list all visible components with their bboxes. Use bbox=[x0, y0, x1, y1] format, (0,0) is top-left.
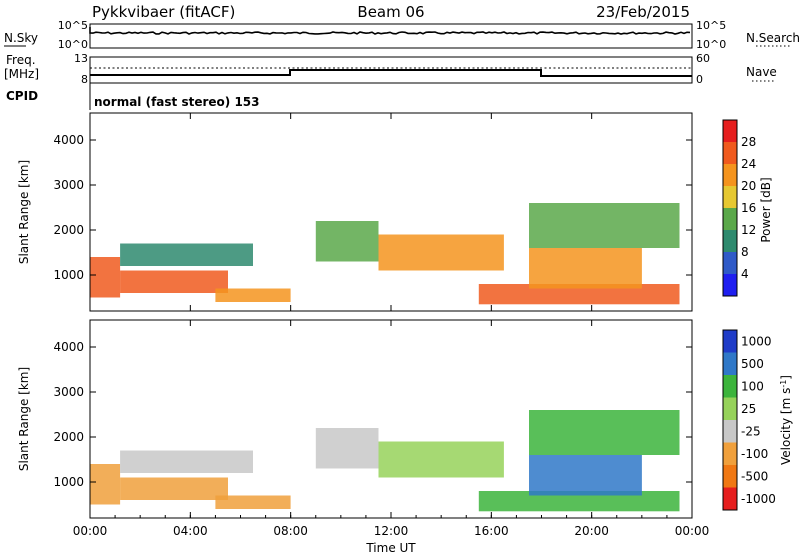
nave-label: Nave bbox=[746, 65, 777, 79]
x-tick-label-1: 04:00 bbox=[173, 524, 208, 538]
freq-label: Freq. bbox=[6, 53, 36, 67]
x-tick-label-2: 08:00 bbox=[273, 524, 308, 538]
velocity-colorbar-tick-0: 1000 bbox=[741, 334, 772, 348]
power-y-label: Slant Range [km] bbox=[17, 160, 31, 264]
velocity-colorbar-label: Velocity [m s-1] bbox=[779, 375, 793, 465]
power-region-1 bbox=[120, 270, 228, 293]
mode-label: normal (fast stereo) 153 bbox=[94, 95, 260, 109]
power-colorbar-tick-5: 24 bbox=[741, 157, 756, 171]
power-colorbar-label: Power [dB] bbox=[759, 177, 773, 242]
velocity-swatch-5 bbox=[723, 442, 737, 465]
velocity-swatch-3 bbox=[723, 397, 737, 420]
x-tick-label-5: 20:00 bbox=[574, 524, 609, 538]
power-swatch-5 bbox=[723, 230, 737, 252]
power-ytick-label-3000: 3000 bbox=[53, 178, 84, 192]
nsearch-label: N.Search bbox=[746, 31, 800, 45]
velocity-region-0 bbox=[90, 464, 121, 505]
velocity-colorbar-tick-1: 500 bbox=[741, 357, 764, 371]
power-colorbar-tick-4: 20 bbox=[741, 179, 756, 193]
velocity-heatmap bbox=[90, 410, 680, 512]
velocity-swatch-1 bbox=[723, 352, 737, 375]
velocity-ytick-label-1000: 1000 bbox=[53, 475, 84, 489]
velocity-region-6 bbox=[478, 491, 680, 512]
power-colorbar-tick-0: 4 bbox=[741, 267, 749, 281]
velocity-colorbar-tick-2: 100 bbox=[741, 379, 764, 393]
power-y-axis: 1000 2000 3000 4000 bbox=[53, 133, 692, 282]
velocity-region-8 bbox=[529, 410, 680, 455]
power-region-0 bbox=[90, 257, 121, 298]
freq-right-tick-low: 0 bbox=[696, 73, 703, 86]
velocity-region-4 bbox=[315, 428, 379, 469]
noise-right-tick-low: 10^0 bbox=[696, 38, 726, 51]
power-ytick-label-2000: 2000 bbox=[53, 223, 84, 237]
velocity-ytick-label-2000: 2000 bbox=[53, 430, 84, 444]
cpid-label: CPID bbox=[6, 89, 38, 103]
velocity-ytick-label-4000: 4000 bbox=[53, 340, 84, 354]
velocity-swatch-6 bbox=[723, 465, 737, 488]
beam-title: Beam 06 bbox=[357, 3, 424, 21]
x-tick-label-4: 16:00 bbox=[474, 524, 509, 538]
velocity-region-3 bbox=[215, 495, 291, 509]
power-colorbar-tick-1: 8 bbox=[741, 245, 749, 259]
x-axis-label: Time UT bbox=[365, 541, 416, 554]
power-region-3 bbox=[215, 288, 291, 302]
velocity-y-label: Slant Range [km] bbox=[17, 367, 31, 471]
frequency-trace bbox=[90, 69, 692, 77]
x-tick-label-6: 00:00 bbox=[675, 524, 710, 538]
velocity-colorbar: 1000 500 100 25 -25 -100 -500 -1000 bbox=[722, 329, 776, 511]
freq-panel bbox=[89, 56, 693, 84]
freq-unit-label: [MHz] bbox=[4, 67, 39, 81]
velocity-swatch-7 bbox=[723, 487, 737, 510]
velocity-region-5 bbox=[378, 441, 504, 478]
nsky-label: N.Sky bbox=[4, 31, 38, 45]
station-title: Pykkvibaer (fitACF) bbox=[92, 3, 235, 21]
velocity-swatch-4 bbox=[723, 420, 737, 443]
time-x-axis: 00:00 04:00 08:00 12:00 16:00 20:00 00:00 bbox=[73, 113, 710, 538]
freq-left-tick-low: 8 bbox=[81, 73, 88, 86]
power-swatch-3 bbox=[723, 186, 737, 208]
date-title: 23/Feb/2015 bbox=[596, 3, 690, 21]
velocity-colorbar-tick-7: -1000 bbox=[741, 492, 776, 506]
noise-sky-trace bbox=[89, 27, 691, 35]
freq-right-tick-high: 60 bbox=[696, 52, 710, 65]
velocity-colorbar-tick-3: 25 bbox=[741, 402, 756, 416]
power-colorbar-tick-6: 28 bbox=[741, 135, 756, 149]
velocity-region-1 bbox=[120, 477, 228, 500]
power-swatch-6 bbox=[723, 252, 737, 274]
velocity-colorbar-tick-4: -25 bbox=[741, 424, 761, 438]
power-region-2 bbox=[120, 243, 253, 266]
power-colorbar: 4 8 12 16 20 24 28 bbox=[722, 119, 756, 297]
power-heatmap bbox=[90, 203, 680, 305]
power-region-7 bbox=[529, 248, 642, 289]
power-colorbar-tick-2: 12 bbox=[741, 223, 756, 237]
velocity-swatch-2 bbox=[723, 375, 737, 398]
noise-right-tick-high: 10^5 bbox=[696, 19, 726, 32]
velocity-colorbar-tick-5: -100 bbox=[741, 447, 768, 461]
noise-panel bbox=[89, 23, 693, 49]
x-tick-label-0: 00:00 bbox=[73, 524, 108, 538]
x-tick-label-3: 12:00 bbox=[374, 524, 409, 538]
power-swatch-1 bbox=[723, 142, 737, 164]
freq-left-tick-high: 13 bbox=[74, 52, 88, 65]
power-region-8 bbox=[529, 203, 680, 248]
velocity-colorbar-tick-6: -500 bbox=[741, 469, 768, 483]
noise-left-tick-low: 10^0 bbox=[58, 38, 88, 51]
velocity-ytick-label-3000: 3000 bbox=[53, 385, 84, 399]
velocity-swatch-0 bbox=[723, 330, 737, 353]
velocity-y-axis: 1000 2000 3000 4000 bbox=[53, 340, 692, 489]
velocity-region-2 bbox=[120, 450, 253, 473]
power-swatch-4 bbox=[723, 208, 737, 230]
power-ytick-label-4000: 4000 bbox=[53, 133, 84, 147]
power-ytick-label-1000: 1000 bbox=[53, 268, 84, 282]
noise-left-tick-high: 10^5 bbox=[58, 19, 88, 32]
power-swatch-0 bbox=[723, 120, 737, 142]
velocity-region-7 bbox=[529, 455, 642, 496]
power-swatch-2 bbox=[723, 164, 737, 186]
power-colorbar-tick-3: 16 bbox=[741, 201, 756, 215]
power-swatch-7 bbox=[723, 274, 737, 296]
power-region-5 bbox=[378, 234, 504, 271]
power-region-4 bbox=[315, 221, 379, 262]
power-region-6 bbox=[478, 284, 680, 305]
